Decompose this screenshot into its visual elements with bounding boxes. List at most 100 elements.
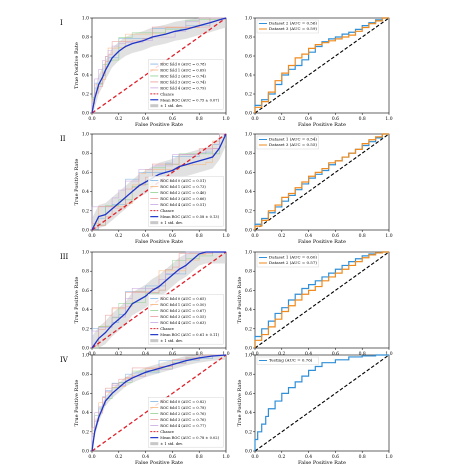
x-axis-label: False Positive Rate [135, 460, 183, 466]
x-axis-label: False Positive Rate [298, 122, 346, 128]
y-tick-label: 1.0 [82, 250, 89, 256]
mean-roc-line [91, 133, 227, 231]
fold-roc-line [91, 17, 226, 113]
chance-line [91, 354, 227, 452]
x-tick-label: 0.4 [142, 454, 149, 460]
x-tick-label: 0.8 [196, 233, 203, 239]
x-tick-label: 1.0 [385, 454, 392, 460]
legend-box [148, 59, 224, 110]
y-tick-label: 0.4 [82, 307, 89, 313]
mean-roc-line [91, 354, 227, 452]
y-tick-label: 1.0 [245, 132, 252, 138]
legend-entry: ROC fold 1 (AUC = 0.73) [160, 185, 206, 189]
x-tick-label: 0.8 [359, 233, 366, 239]
y-tick-label: 0.6 [245, 170, 252, 176]
legend-entry: ROC fold 4 (AUC = 0.79) [160, 86, 206, 90]
chance-line [91, 251, 227, 349]
legend-entry: ± 1 std. dev. [160, 442, 183, 446]
chance-line [91, 133, 227, 231]
x-tick-label: 1.0 [222, 233, 229, 239]
roc-panel-II-test: 0.0 0.2 0.4 0.6 0.8 1.0 0.0 0.2 0.4 0.6 0.8 1.0 Fals… [245, 132, 393, 246]
x-tick-label: 0.2 [278, 233, 285, 239]
legend-entry: Chance [160, 209, 174, 213]
test-roc-line [254, 17, 389, 113]
test-roc-line [254, 133, 389, 230]
y-tick-label: 0.0 [82, 449, 89, 455]
x-tick-label: 1.0 [222, 351, 229, 357]
legend-entry: ROC fold 2 (AUC = 0.74) [160, 74, 206, 78]
x-tick-label: 0.6 [169, 454, 176, 460]
legend-box [148, 294, 224, 345]
x-tick-label: 0.0 [251, 454, 258, 460]
y-tick-label: 0.8 [82, 269, 89, 275]
y-tick-label: 0.4 [82, 189, 89, 195]
y-tick-label: 0.2 [82, 92, 89, 98]
y-tick-label: 1.0 [82, 353, 89, 359]
legend-entry: ROC fold 4 (AUC = 0.51) [160, 203, 206, 207]
y-axis-label: True Positive Rate [237, 277, 243, 324]
mean-roc-line [91, 17, 227, 114]
x-tick-label: 0.6 [332, 233, 339, 239]
row-label: III [60, 253, 69, 261]
y-tick-label: 0.2 [245, 429, 252, 435]
x-tick-label: 0.4 [305, 351, 312, 357]
y-tick-label: 0.2 [245, 208, 252, 214]
legend-entry: ROC fold 1 (AUC = 0.50) [160, 303, 206, 307]
y-tick-label: 0.2 [245, 326, 252, 332]
chance-line [91, 17, 227, 114]
legend-box [256, 135, 319, 150]
legend-entry: Mean ROC (AUC = 0.75 ± 0.07) [160, 98, 219, 102]
x-tick-label: 0.0 [88, 351, 95, 357]
x-tick-label: 0.0 [251, 351, 258, 357]
legend-entry: ROC fold 1 (AUC = 0.78) [160, 406, 206, 410]
row-label: IV [60, 356, 69, 364]
y-tick-label: 1.0 [82, 132, 89, 138]
legend-entry: ROC fold 2 (AUC = 0.67) [160, 309, 206, 313]
x-tick-label: 1.0 [385, 233, 392, 239]
fold-roc-line [91, 133, 226, 230]
roc-panel-IV-test: 0.0 0.2 0.4 0.6 0.8 1.00.00.20.40.60.81.0Fals… [237, 353, 393, 467]
test-roc-line [254, 251, 389, 348]
y-tick-label: 1.0 [245, 16, 252, 22]
y-tick-label: 0.4 [245, 307, 252, 313]
legend-entry: ROC fold 0 (AUC = 0.65) [160, 297, 206, 301]
x-tick-label: 1.0 [222, 454, 229, 460]
legend-entry: Dataset 3 (AUC = 0.59) [269, 26, 317, 31]
x-tick-label: 0.4 [142, 351, 149, 357]
x-axis-label: False Positive Rate [298, 460, 346, 466]
x-tick-label: 1.0 [385, 116, 392, 122]
x-tick-label: 0.4 [305, 116, 312, 122]
legend-entry: ROC fold 4 (AUC = 0.63) [160, 321, 206, 325]
x-tick-label: 0.8 [359, 116, 366, 122]
roc-panel-IV-cv: 0.0 0.2 0.4 0.6 0.8 1.00.00.20.40.60.81.0Fals… [74, 353, 230, 467]
row-label: II [60, 135, 66, 143]
y-tick-label: 0.6 [245, 288, 252, 294]
legend-entry: ± 1 std. dev. [160, 104, 183, 108]
x-axis-label: False Positive Rate [135, 122, 183, 128]
mean-roc-line [91, 251, 226, 349]
y-tick-label: 0.6 [82, 391, 89, 397]
y-tick-label: 0.6 [82, 54, 89, 60]
x-tick-label: 0.6 [332, 454, 339, 460]
legend-entry: ± 1 std. dev. [160, 221, 183, 225]
y-tick-label: 0.0 [245, 346, 252, 352]
y-axis-label: True Positive Rate [74, 42, 80, 89]
x-tick-label: 0.4 [142, 116, 149, 122]
legend-swatch [150, 339, 159, 343]
x-tick-label: 0.2 [115, 233, 122, 239]
roc-panel-III-cv: 0.00.20.40.60.81.00.00.20.40.60.81.0Fals… [74, 250, 230, 364]
y-axis-label: True Positive Rate [74, 277, 80, 324]
x-tick-label: 0.0 [251, 233, 258, 239]
y-tick-label: 0.6 [245, 391, 252, 397]
x-axis-label: False Positive Rate [135, 239, 183, 245]
plot-frame [254, 354, 390, 452]
plot-frame [254, 133, 390, 231]
x-tick-label: 0.4 [305, 454, 312, 460]
legend-entry: ROC fold 1 (AUC = 0.69) [160, 69, 206, 73]
legend-swatch [150, 442, 159, 446]
plot-frame [254, 251, 390, 349]
legend-box [148, 397, 224, 448]
y-tick-label: 0.2 [82, 429, 89, 435]
legend-entry: Dataset 1 (AUC = 0.60) [269, 255, 317, 260]
